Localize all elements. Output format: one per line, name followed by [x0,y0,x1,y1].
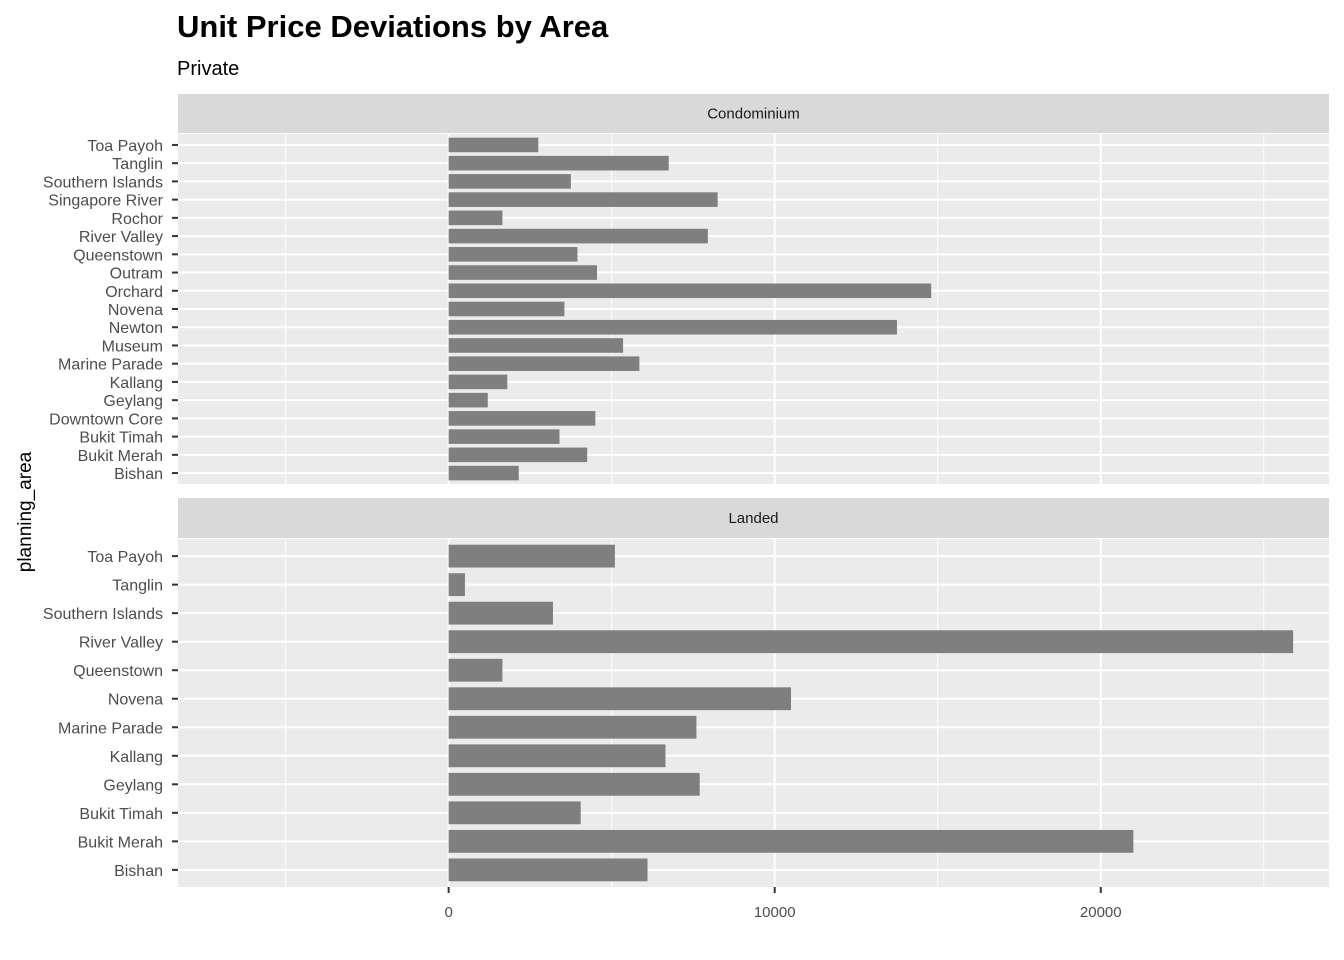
facet-label-condominium: Condominium [707,106,800,123]
y-tick-label: Tanglin [112,578,163,595]
bar-condominium-rochor [448,210,503,226]
y-tick-label: Bishan [114,863,163,880]
bar-landed-bukit-timah [448,801,581,825]
bar-landed-kallang [448,744,666,768]
y-tick-label: Kallang [110,375,163,392]
facet-label-landed: Landed [728,510,778,527]
bar-condominium-newton [448,319,897,335]
bar-condominium-bukit-timah [448,429,560,444]
y-tick-label: Marine Parade [58,720,163,737]
y-tick-label: Southern Islands [43,606,163,623]
y-tick-label: Geylang [103,777,163,794]
bar-condominium-museum [448,338,624,353]
bar-landed-tanglin [448,573,465,597]
y-tick-label: Kallang [110,749,163,766]
y-tick-label: Tanglin [112,156,163,173]
bar-condominium-southern-islands [448,174,571,189]
y-tick-label: Rochor [111,211,163,228]
y-tick-label: Queenstown [73,247,163,264]
facet-strip-condominium [178,94,1329,133]
bar-condominium-tanglin [448,155,669,171]
y-tick-label: Novena [108,302,163,319]
bar-condominium-kallang [448,374,508,390]
y-tick-label: Bishan [114,466,163,483]
y-tick-label: Bukit Timah [79,430,163,447]
y-tick-label: Novena [108,692,163,709]
chart-subtitle: Private [177,58,240,80]
y-tick-label: River Valley [79,229,163,246]
y-tick-label: Museum [102,338,163,355]
bar-condominium-marine-parade [448,356,640,371]
x-tick-label: 10000 [754,904,796,921]
bar-condominium-bishan [448,465,519,481]
y-tick-label: Marine Parade [58,357,163,374]
bar-condominium-geylang [448,392,488,408]
y-tick-label: Orchard [105,284,163,301]
y-tick-label: Downtown Core [49,411,163,428]
bar-condominium-bukit-merah [448,447,588,463]
y-tick-label: Bukit Merah [78,448,163,465]
y-tick-label: Singapore River [48,193,163,210]
y-tick-label: Outram [110,266,163,283]
y-tick-label: Newton [109,320,163,337]
bar-landed-bukit-merah [448,829,1134,853]
bar-condominium-river-valley [448,228,708,244]
bar-landed-bishan [448,858,648,882]
bar-condominium-toa-payoh [448,137,539,153]
bar-condominium-singapore-river [448,192,718,207]
y-tick-label: Bukit Merah [78,834,163,851]
bar-landed-toa-payoh [448,544,615,568]
panel-landed [178,539,1329,887]
y-tick-label: River Valley [79,635,163,652]
bar-landed-marine-parade [448,715,697,739]
bar-condominium-outram [448,265,597,280]
y-tick-label: Southern Islands [43,174,163,191]
x-tick-label: 0 [444,904,452,921]
facet-strip-landed [178,498,1329,538]
bar-landed-geylang [448,772,700,796]
y-tick-label: Bukit Timah [79,806,163,823]
y-tick-label: Toa Payoh [87,138,163,155]
bar-condominium-orchard [448,283,932,299]
bar-condominium-novena [448,301,565,317]
y-tick-label: Toa Payoh [87,549,163,566]
bar-condominium-queenstown [448,247,578,262]
bar-landed-river-valley [448,630,1294,654]
chart-title: Unit Price Deviations by Area [177,9,609,44]
x-tick-label: 20000 [1080,904,1122,921]
y-tick-label: Geylang [103,393,163,410]
bar-landed-novena [448,687,791,711]
bar-landed-queenstown [448,658,503,682]
bar-landed-southern-islands [448,601,553,625]
bar-condominium-downtown-core [448,411,596,426]
y-tick-label: Queenstown [73,663,163,680]
